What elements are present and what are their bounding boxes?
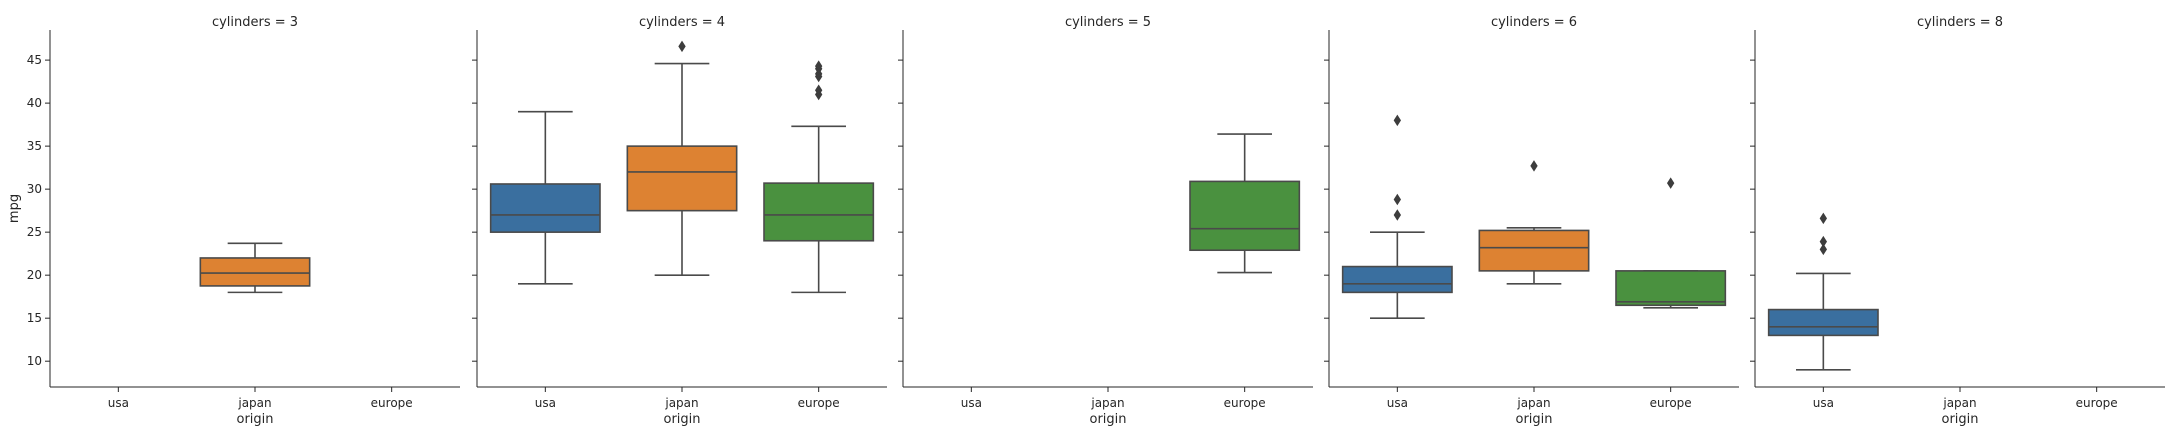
x-axis-label: origin bbox=[1089, 412, 1126, 427]
box-europe bbox=[763, 182, 875, 242]
y-tick-label: 10 bbox=[27, 354, 42, 368]
panel-title: cylinders = 3 bbox=[212, 15, 298, 30]
y-tick-label: 15 bbox=[27, 311, 42, 325]
y-axis-label: mpg bbox=[7, 194, 22, 223]
outlier-point bbox=[814, 60, 823, 72]
box-usa bbox=[489, 183, 601, 233]
y-tick-label: 40 bbox=[27, 96, 42, 110]
box-usa bbox=[1767, 308, 1879, 337]
outlier-point bbox=[1393, 193, 1402, 206]
y-tick-label: 25 bbox=[27, 225, 42, 239]
box-japan bbox=[626, 145, 738, 212]
box-usa bbox=[1341, 265, 1453, 294]
x-axis-label: origin bbox=[236, 412, 273, 427]
box-japan bbox=[1478, 229, 1590, 272]
panel-title: cylinders = 5 bbox=[1065, 15, 1151, 30]
x-axis-label: origin bbox=[1941, 412, 1978, 427]
x-tick-label: japan bbox=[1090, 396, 1124, 410]
box-europe bbox=[1615, 270, 1727, 307]
y-tick-label: 30 bbox=[27, 182, 42, 196]
box-japan bbox=[199, 257, 311, 287]
outlier-point bbox=[1393, 209, 1402, 221]
x-tick-label: usa bbox=[961, 396, 982, 410]
x-tick-label: europe bbox=[798, 396, 840, 410]
outlier-point bbox=[1666, 177, 1675, 189]
outlier-point bbox=[1530, 160, 1538, 172]
x-tick-label: japan bbox=[237, 396, 271, 410]
y-tick-label: 20 bbox=[27, 268, 42, 282]
x-tick-label: usa bbox=[1813, 396, 1834, 410]
x-tick-label: japan bbox=[1942, 396, 1976, 410]
x-tick-label: japan bbox=[1516, 396, 1550, 410]
x-tick-label: europe bbox=[371, 396, 413, 410]
x-tick-label: europe bbox=[2076, 396, 2118, 410]
panel-title: cylinders = 8 bbox=[1917, 15, 2003, 30]
outlier-point bbox=[1393, 114, 1402, 127]
panel-title: cylinders = 6 bbox=[1491, 15, 1577, 30]
x-tick-label: usa bbox=[108, 396, 129, 410]
outlier-point bbox=[1819, 212, 1828, 225]
panel-title: cylinders = 4 bbox=[639, 15, 725, 30]
x-tick-label: europe bbox=[1224, 396, 1266, 410]
box-europe bbox=[1189, 180, 1301, 252]
x-axis-label: origin bbox=[1515, 412, 1552, 427]
x-tick-label: japan bbox=[664, 396, 698, 410]
x-tick-label: europe bbox=[1650, 396, 1692, 410]
x-tick-label: usa bbox=[535, 396, 556, 410]
x-axis-label: origin bbox=[663, 412, 700, 427]
y-tick-label: 45 bbox=[27, 53, 42, 67]
y-tick-label: 35 bbox=[27, 139, 42, 153]
x-tick-label: usa bbox=[1387, 396, 1408, 410]
outlier-point bbox=[1819, 235, 1828, 248]
outlier-point bbox=[814, 84, 823, 96]
outlier-point bbox=[678, 40, 686, 53]
outlier-point bbox=[1819, 243, 1828, 256]
